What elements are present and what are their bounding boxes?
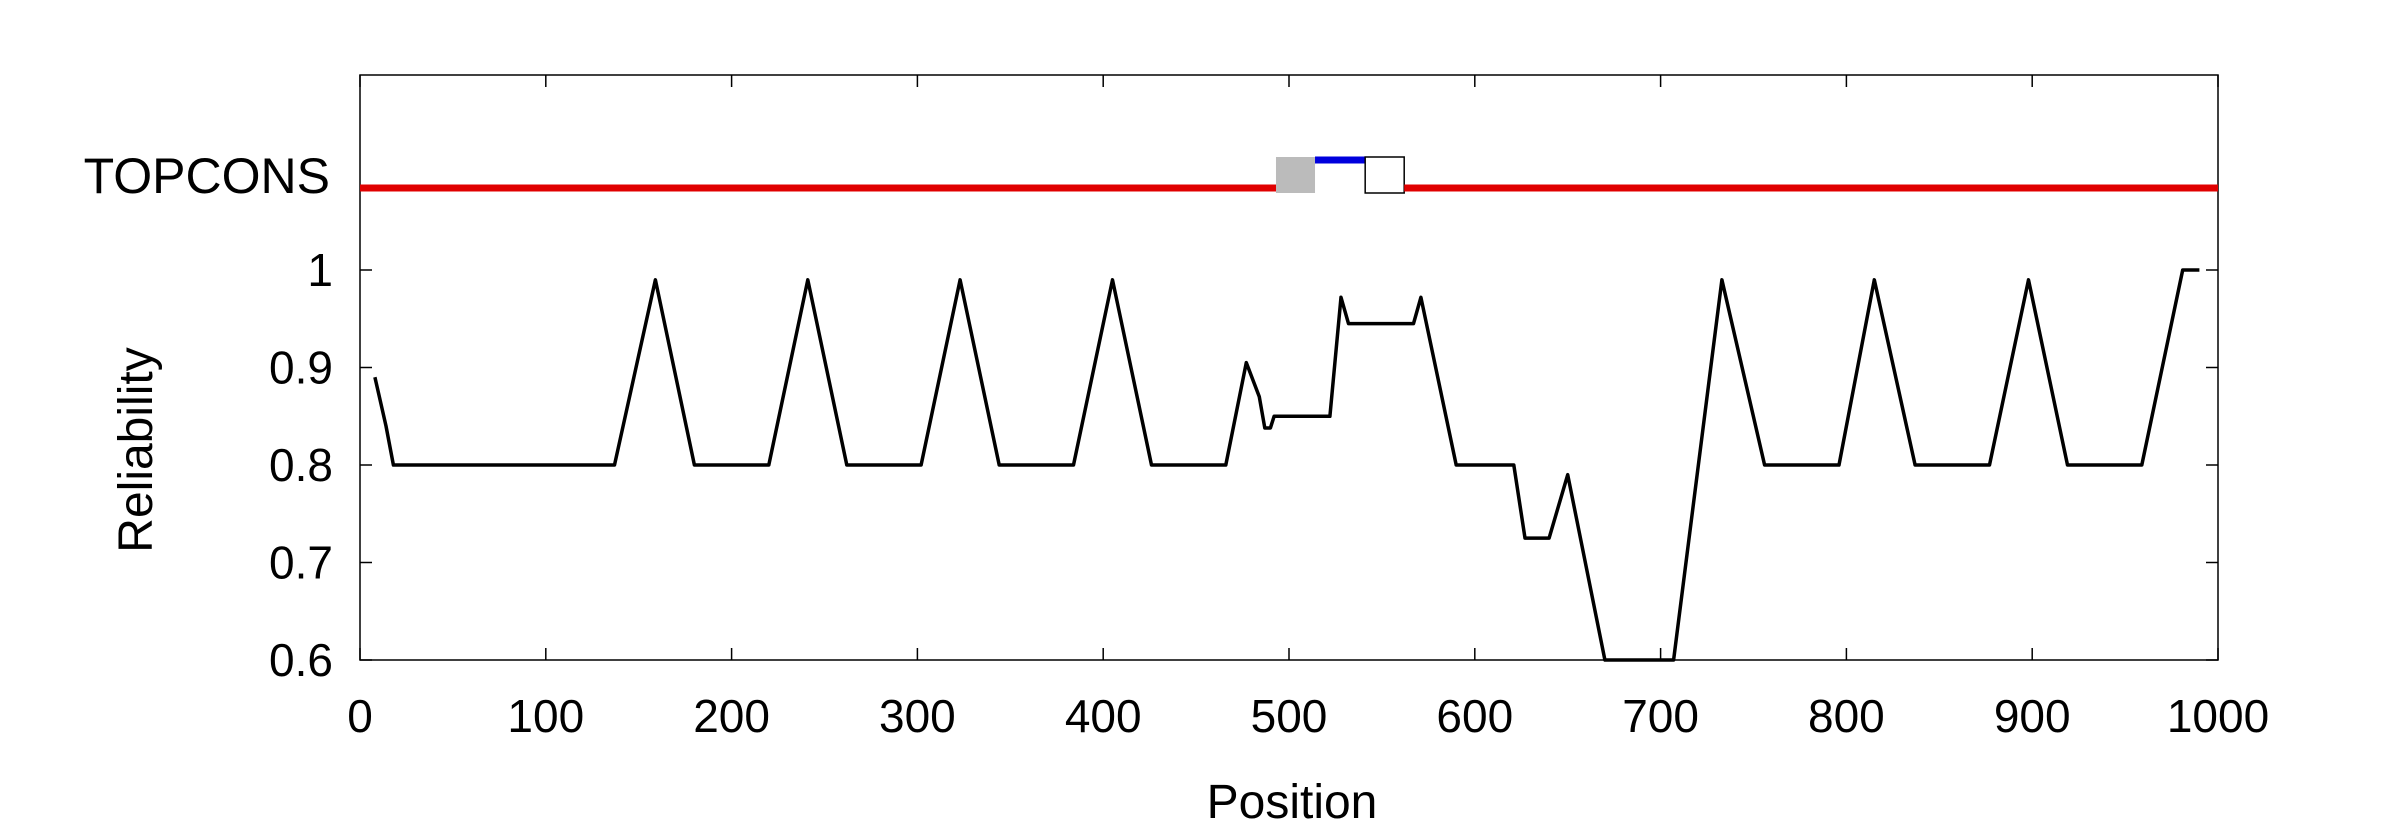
x-tick-label: 100 [507,690,584,742]
x-tick-label: 0 [347,690,373,742]
y-tick-label: 0.8 [269,439,333,491]
series-layer [373,268,2200,662]
y-tick-label: 0.7 [269,537,333,589]
x-tick-label: 800 [1808,690,1885,742]
x-tick-label: 200 [693,690,770,742]
y-axis: 0.6 0.7 0.8 0.9 1 [269,244,2218,686]
x-tick-label: 400 [1065,690,1142,742]
x-tick-label: 300 [879,690,956,742]
x-axis-title: Position [1207,776,1378,829]
x-tick-label: 700 [1622,690,1699,742]
y-tick-label: 1 [307,244,333,296]
y-tick-label: 0.6 [269,634,333,686]
reliability-line [373,268,2200,662]
y-axis-title: Reliability [110,347,163,552]
x-tick-label: 600 [1436,690,1513,742]
topcons-label: TOPCONS [84,148,330,204]
x-tick-label: 900 [1994,690,2071,742]
topology-track: TOPCONS [84,148,2218,204]
topology-white-box [1364,156,1405,194]
x-tick-label: 500 [1251,690,1328,742]
y-tick-label: 0.9 [269,342,333,394]
topology-gray-box [1275,157,1316,193]
x-tick-label: 1000 [2167,690,2269,742]
x-axis: 0 100 200 300 400 500 600 700 800 900 1000 [347,75,2269,742]
